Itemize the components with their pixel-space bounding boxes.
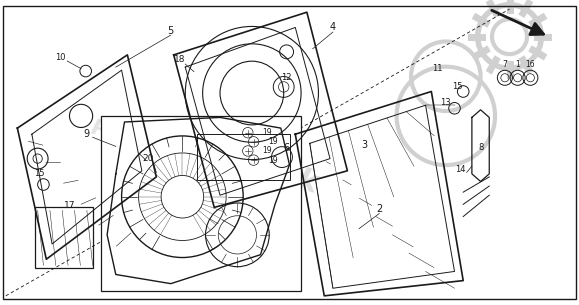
Text: 14: 14 <box>455 165 466 174</box>
Text: 15: 15 <box>452 82 463 92</box>
Text: 2: 2 <box>376 204 382 214</box>
Text: 8: 8 <box>478 143 483 152</box>
Text: 10: 10 <box>56 53 66 63</box>
Text: 19: 19 <box>268 137 278 146</box>
Text: 13: 13 <box>441 98 451 107</box>
Text: 16: 16 <box>526 59 535 69</box>
Bar <box>101 116 301 291</box>
Text: 1: 1 <box>515 59 520 69</box>
Text: 17: 17 <box>64 201 75 210</box>
Text: 6: 6 <box>284 143 290 153</box>
Text: 12: 12 <box>281 73 292 82</box>
Text: rezotechnik: rezotechnik <box>119 118 321 199</box>
Text: 4: 4 <box>330 23 336 32</box>
Text: 15: 15 <box>34 169 45 178</box>
Text: 19: 19 <box>262 146 272 156</box>
Text: 5: 5 <box>168 26 174 35</box>
Text: 7: 7 <box>503 59 507 69</box>
Text: 20: 20 <box>142 154 153 163</box>
Text: 11: 11 <box>432 64 442 73</box>
Bar <box>35 207 93 268</box>
Text: 19: 19 <box>268 156 278 165</box>
Text: 18: 18 <box>174 55 185 64</box>
Text: 3: 3 <box>362 140 368 150</box>
Text: 9: 9 <box>84 129 90 139</box>
Text: 19: 19 <box>262 128 272 137</box>
Text: Preisc: Preisc <box>88 118 167 157</box>
Bar <box>197 134 290 180</box>
